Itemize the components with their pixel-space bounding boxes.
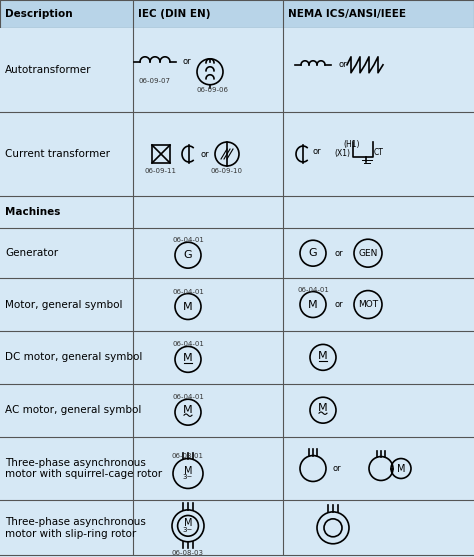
Text: G: G [184, 250, 192, 260]
Text: M: M [183, 301, 193, 311]
Text: Current transformer: Current transformer [5, 149, 110, 159]
Bar [0, 28, 474, 111]
Text: M: M [183, 353, 193, 363]
Text: 3~: 3~ [183, 475, 193, 481]
Text: or: or [335, 300, 344, 309]
Text: Three-phase asynchronous
motor with squirrel-cage rotor: Three-phase asynchronous motor with squi… [5, 458, 162, 480]
Text: CT: CT [374, 148, 384, 157]
Text: (H1): (H1) [343, 140, 359, 149]
Text: M: M [184, 518, 192, 528]
Text: 06-09-11: 06-09-11 [145, 168, 177, 174]
Text: or: or [201, 149, 210, 159]
Text: 06-08-03: 06-08-03 [172, 550, 204, 556]
Bar [0, 384, 474, 437]
Text: M: M [318, 351, 328, 361]
Text: M: M [308, 300, 318, 310]
Text: 3~: 3~ [183, 527, 193, 533]
Bar [0, 331, 474, 384]
Text: 06-04-01: 06-04-01 [297, 287, 329, 292]
Text: 06-04-01: 06-04-01 [172, 289, 204, 295]
Text: GEN: GEN [358, 248, 378, 258]
Text: 06-09-10: 06-09-10 [211, 168, 243, 174]
Bar [0, 111, 474, 197]
Text: DC motor, general symbol: DC motor, general symbol [5, 353, 142, 363]
Text: Generator: Generator [5, 248, 58, 258]
Text: or: or [183, 57, 191, 66]
Bar [0, 437, 474, 500]
Bar [0, 228, 474, 278]
Text: 06-09-07: 06-09-07 [139, 78, 171, 84]
Text: or: or [339, 60, 347, 69]
Text: 06-09-06: 06-09-06 [197, 87, 229, 92]
Text: M: M [397, 463, 405, 473]
Text: AC motor, general symbol: AC motor, general symbol [5, 405, 141, 415]
Text: MOT: MOT [358, 300, 378, 309]
Text: 06-08-01: 06-08-01 [172, 452, 204, 458]
Bar [0, 197, 474, 228]
Text: Description: Description [5, 9, 73, 19]
Bar [0, 278, 474, 331]
Text: M: M [183, 405, 193, 415]
Text: or: or [313, 146, 322, 155]
Text: (X1): (X1) [334, 149, 350, 158]
Text: NEMA ICS/ANSI/IEEE: NEMA ICS/ANSI/IEEE [288, 9, 406, 19]
Text: M: M [318, 403, 328, 413]
Text: 06-04-01: 06-04-01 [172, 341, 204, 348]
Text: Autotransformer: Autotransformer [5, 65, 91, 75]
Text: M: M [184, 466, 192, 476]
Text: 06-04-01: 06-04-01 [172, 237, 204, 243]
Text: IEC (DIN EN): IEC (DIN EN) [138, 9, 210, 19]
Text: G: G [309, 248, 317, 258]
Bar [0, 0, 474, 28]
Text: or: or [335, 248, 344, 258]
Text: Machines: Machines [5, 207, 60, 217]
Bar [152, 145, 170, 163]
Text: Motor, general symbol: Motor, general symbol [5, 300, 122, 310]
Bar [0, 500, 474, 555]
Text: or: or [333, 464, 342, 473]
Text: 06-04-01: 06-04-01 [172, 394, 204, 400]
Text: Three-phase asynchronous
motor with slip-ring rotor: Three-phase asynchronous motor with slip… [5, 517, 146, 539]
